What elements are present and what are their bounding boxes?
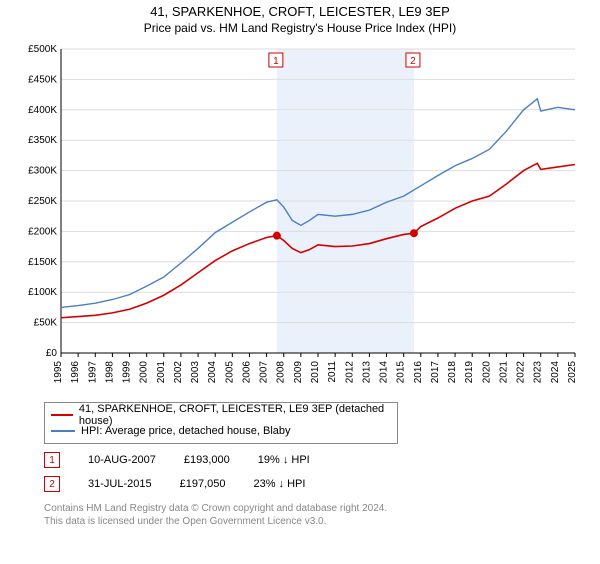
svg-text:2021: 2021 [498,361,509,384]
chart-svg: £0 £50K £100K £150K £200K £250K £300K £350K £400… [15,41,585,396]
svg-text:2002: 2002 [173,361,184,384]
svg-text:1996: 1996 [70,361,81,384]
chart-container: 41, SPARKENHOE, CROFT, LEICESTER, LE9 3E… [0,4,600,564]
legend-swatch-price [51,414,73,416]
legend-box: 41, SPARKENHOE, CROFT, LEICESTER, LE9 3E… [44,402,398,444]
svg-text:2: 2 [410,56,416,67]
svg-text:2025: 2025 [567,361,578,384]
svg-text:£300K: £300K [28,166,57,177]
chart-plot-area: £0 £50K £100K £150K £200K £250K £300K £350K £400… [15,41,585,396]
svg-text:2023: 2023 [533,361,544,384]
legend-item-price: 41, SPARKENHOE, CROFT, LEICESTER, LE9 3E… [51,407,391,423]
svg-text:1999: 1999 [122,361,133,384]
annotation-date-2: 31-JUL-2015 [88,478,152,490]
footer-line-1: Contains HM Land Registry data © Crown c… [44,502,600,515]
svg-text:2006: 2006 [241,361,252,384]
svg-text:2009: 2009 [293,361,304,384]
svg-text:£450K: £450K [28,74,57,85]
svg-text:2018: 2018 [447,361,458,384]
annotation-row-1: 1 10-AUG-2007 £193,000 19% ↓ HPI [44,452,600,468]
svg-text:2011: 2011 [327,361,338,383]
legend-swatch-hpi [51,430,75,432]
svg-text:2022: 2022 [516,361,527,384]
footer-attribution: Contains HM Land Registry data © Crown c… [44,502,600,528]
svg-text:£350K: £350K [28,135,57,146]
chart-title: 41, SPARKENHOE, CROFT, LEICESTER, LE9 3E… [0,4,600,19]
chart-subtitle: Price paid vs. HM Land Registry's House … [0,21,600,35]
svg-text:2016: 2016 [413,361,424,384]
svg-text:2024: 2024 [550,361,561,384]
annotation-badge-1: 1 [44,452,60,468]
svg-text:1: 1 [273,56,279,67]
svg-text:£100K: £100K [28,287,57,298]
svg-text:2017: 2017 [430,361,441,384]
svg-text:2015: 2015 [396,361,407,384]
svg-text:2008: 2008 [276,361,287,384]
svg-text:1997: 1997 [87,361,98,384]
svg-text:1995: 1995 [53,361,64,384]
svg-text:£50K: £50K [34,318,58,329]
svg-text:1998: 1998 [104,361,115,384]
svg-text:2019: 2019 [464,361,475,384]
svg-text:£250K: £250K [28,196,57,207]
legend-label-price: 41, SPARKENHOE, CROFT, LEICESTER, LE9 3E… [79,403,391,427]
svg-text:2010: 2010 [310,361,321,384]
svg-text:£500K: £500K [28,44,57,55]
svg-text:2005: 2005 [224,361,235,384]
annotation-date-1: 10-AUG-2007 [88,454,156,466]
svg-text:2007: 2007 [259,361,270,384]
svg-text:2003: 2003 [190,361,201,384]
svg-text:2000: 2000 [139,361,150,384]
svg-text:2012: 2012 [344,361,355,384]
svg-text:2001: 2001 [156,361,167,384]
svg-text:£200K: £200K [28,226,57,237]
footer-line-2: This data is licensed under the Open Gov… [44,515,600,528]
annotation-price-1: £193,000 [184,454,230,466]
svg-text:2013: 2013 [361,361,372,384]
svg-text:£400K: £400K [28,105,57,116]
svg-text:2020: 2020 [481,361,492,384]
annotation-delta-1: 19% ↓ HPI [258,454,310,466]
svg-text:£150K: £150K [28,257,57,268]
annotation-row-2: 2 31-JUL-2015 £197,050 23% ↓ HPI [44,476,600,492]
svg-text:2014: 2014 [379,361,390,384]
legend-label-hpi: HPI: Average price, detached house, Blab… [81,425,291,437]
annotation-delta-2: 23% ↓ HPI [253,478,305,490]
annotation-badge-2: 2 [44,476,60,492]
svg-text:2004: 2004 [207,361,218,384]
annotation-price-2: £197,050 [180,478,226,490]
svg-text:£0: £0 [46,348,58,359]
